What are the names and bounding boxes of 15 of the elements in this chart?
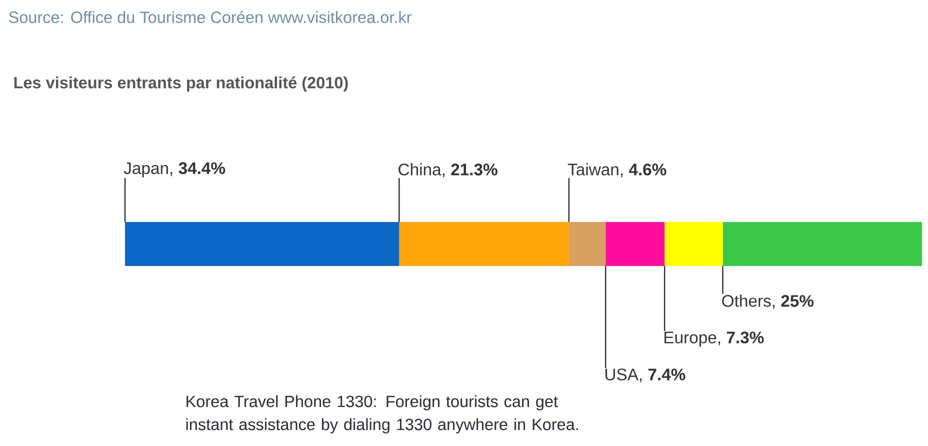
bar bbox=[568, 222, 606, 266]
bar bbox=[125, 222, 400, 266]
bar bbox=[664, 222, 723, 266]
bar bbox=[399, 222, 569, 266]
data-label: Others, 25% bbox=[722, 294, 814, 309]
data-label: Europe, 7.3% bbox=[664, 332, 764, 347]
data-label: China, 21.3% bbox=[398, 163, 498, 178]
text: Korea Travel Phone 1330: Foreign tourists can get instant assistance by dialing 1330 anywhere in Korea. bbox=[186, 395, 578, 434]
bar bbox=[722, 222, 922, 266]
source-note: Source: Office du Tourisme Coréen www.visitkorea.or.kr bbox=[9, 10, 412, 24]
data-label: Japan, 34.4% bbox=[124, 162, 226, 178]
chart-title: Les visiteurs entrants par nationalité (2010) bbox=[14, 76, 348, 92]
data-label: USA, 7.4% bbox=[605, 368, 686, 382]
bar bbox=[606, 222, 665, 266]
data-label: Taiwan, 4.6% bbox=[568, 163, 666, 178]
